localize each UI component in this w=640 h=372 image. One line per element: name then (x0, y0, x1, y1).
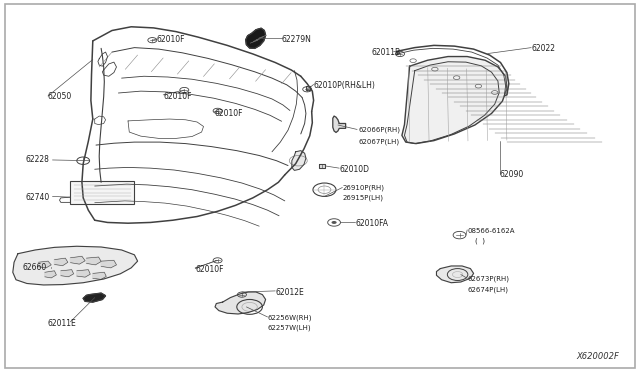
Text: 62010F: 62010F (157, 35, 186, 44)
Polygon shape (70, 256, 85, 264)
Text: 62279N: 62279N (282, 35, 312, 44)
Text: 62067P(LH): 62067P(LH) (358, 138, 399, 145)
Text: 62228: 62228 (26, 155, 49, 164)
Text: 62740: 62740 (26, 193, 50, 202)
Text: 62257W(LH): 62257W(LH) (268, 325, 311, 331)
Text: 62256W(RH): 62256W(RH) (268, 315, 312, 321)
Polygon shape (215, 292, 266, 314)
Text: 62022: 62022 (531, 44, 555, 53)
Polygon shape (319, 164, 325, 168)
Polygon shape (333, 116, 346, 132)
Text: 62673P(RH): 62673P(RH) (467, 276, 509, 282)
Polygon shape (45, 271, 56, 278)
Text: 62010F: 62010F (163, 92, 192, 101)
Polygon shape (83, 293, 106, 302)
Text: 62010FA: 62010FA (355, 219, 388, 228)
Text: 62090: 62090 (499, 170, 524, 179)
Polygon shape (54, 258, 68, 266)
Text: 26915P(LH): 26915P(LH) (342, 195, 383, 201)
Polygon shape (436, 266, 474, 283)
Polygon shape (38, 261, 51, 268)
Text: 26910P(RH): 26910P(RH) (342, 185, 385, 191)
Text: 62011B: 62011B (371, 48, 401, 57)
Text: 62010D: 62010D (339, 165, 369, 174)
Polygon shape (13, 246, 138, 285)
Polygon shape (292, 151, 306, 170)
Polygon shape (86, 257, 101, 265)
Polygon shape (402, 57, 507, 144)
Text: X620002F: X620002F (577, 352, 620, 361)
Text: 62066P(RH): 62066P(RH) (358, 127, 401, 134)
Polygon shape (61, 270, 74, 277)
Circle shape (332, 221, 337, 224)
Polygon shape (101, 260, 116, 268)
Bar (70, 181, 134, 204)
Text: 62010F: 62010F (214, 109, 243, 118)
Text: 62050: 62050 (48, 92, 72, 101)
Text: (  ): ( ) (475, 237, 485, 244)
Text: 62011E: 62011E (48, 319, 77, 328)
Text: 62012E: 62012E (275, 288, 304, 296)
Text: 62010F: 62010F (195, 265, 224, 274)
Polygon shape (306, 86, 310, 90)
Text: 62010P(RH&LH): 62010P(RH&LH) (314, 81, 376, 90)
Polygon shape (77, 270, 90, 277)
Text: 08566-6162A: 08566-6162A (467, 228, 515, 234)
Text: 62674P(LH): 62674P(LH) (467, 286, 508, 293)
Polygon shape (93, 272, 106, 279)
Polygon shape (246, 28, 266, 48)
Text: 62660: 62660 (22, 263, 47, 272)
